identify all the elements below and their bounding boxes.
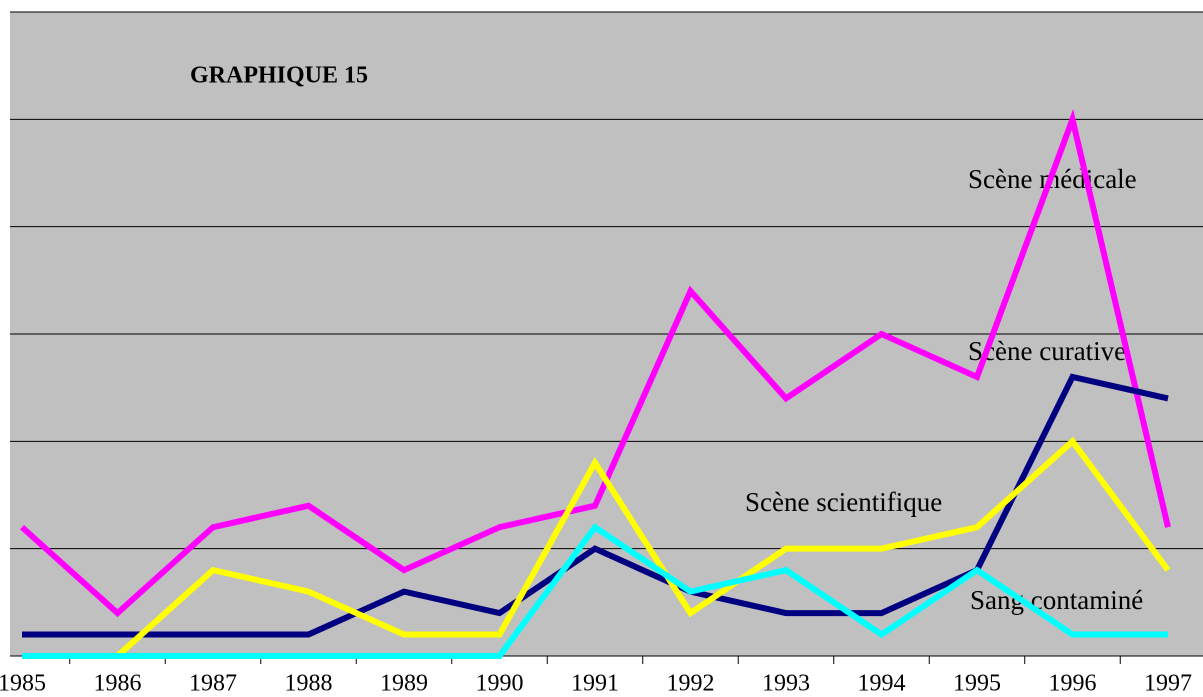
chart-title: GRAPHIQUE 15	[190, 63, 368, 89]
x-tick-label: 1996	[1049, 671, 1097, 697]
x-tick-label: 1987	[189, 671, 237, 697]
x-tick-label: 1993	[762, 671, 810, 697]
series-line	[19, 108, 1171, 618]
x-tick-label: 1991	[571, 671, 619, 697]
series-label: Sang contaminé	[970, 585, 1143, 615]
x-tick-label: 1988	[285, 671, 333, 697]
series-line	[22, 436, 1171, 659]
x-tick-label: 1986	[94, 671, 142, 697]
x-tick-label: 1995	[953, 671, 1001, 697]
x-tick-label: 1992	[667, 671, 715, 697]
x-tick-label: 1985	[0, 671, 46, 697]
series-line	[22, 523, 1168, 659]
x-tick-label: 1989	[380, 671, 428, 697]
x-tick-label: 1997	[1144, 671, 1192, 697]
series-label: Scène scientifique	[745, 487, 942, 517]
x-tick-label: 1990	[476, 671, 524, 697]
x-tick-label: 1994	[858, 671, 906, 697]
series-label: Scène curative	[968, 336, 1126, 366]
